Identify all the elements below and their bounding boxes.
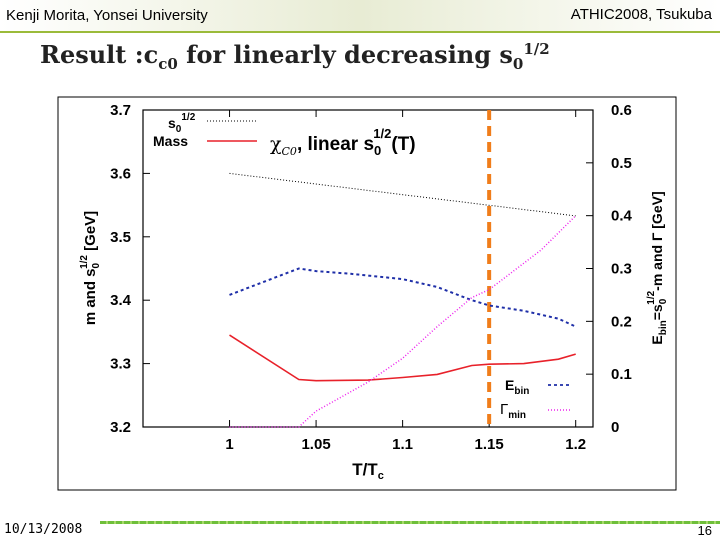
y-left-label-main: m and s: [82, 268, 99, 325]
x-tick-label: 1: [225, 436, 233, 453]
y-right-label-bin: bin: [658, 320, 669, 335]
header-rule: [0, 31, 720, 33]
y-right-tick-label: 0.1: [611, 366, 632, 383]
legend-top: s01/2 Mass: [153, 112, 257, 149]
y-left-tick-label: 3.4: [110, 292, 132, 309]
legend-bottom: Ebin Γmin: [500, 377, 572, 421]
y-left-tick-label: 3.2: [110, 419, 131, 436]
y-right-tick-label: 0.3: [611, 261, 632, 278]
y-right-label-eq: =s: [649, 304, 665, 320]
legend-s0-label: s01/2: [168, 112, 196, 135]
chart-annotation: χC0, linear s01/2(T): [270, 126, 416, 158]
title-s-sub: 0: [512, 54, 524, 73]
y-right-label-rest: -m and Γ [GeV]: [649, 191, 665, 290]
y-right-tick-label: 0.4: [611, 208, 633, 225]
y-left-tick-label: 3.6: [110, 165, 131, 182]
y-right-tick-label: 0: [611, 419, 619, 436]
header-author: Kenji Morita, Yonsei University: [6, 7, 208, 24]
y-left-label-sub: 0: [91, 262, 102, 268]
x-axis-label-main: T/T: [352, 460, 378, 479]
y-right-tick-label: 0.2: [611, 313, 632, 330]
y-right-tick-label: 0.6: [611, 102, 632, 119]
chart-frame: [57, 96, 677, 491]
x-tick-label: 1.1: [392, 436, 413, 453]
series-group: [229, 110, 577, 428]
y-left-tick-label: 3.5: [110, 229, 131, 246]
legend-ebin-label: Ebin: [505, 377, 529, 397]
footer-page-number: 16: [697, 523, 712, 538]
y-left-label-unit: [GeV]: [82, 211, 99, 255]
y-right-axis-label: Ebin=s01/2-m and Γ [GeV]: [646, 191, 669, 344]
title-c-sub: c0: [158, 54, 178, 73]
title-s: s: [499, 40, 513, 69]
y-left-tick-label: 3.3: [110, 356, 131, 373]
series-Mass-line: [229, 334, 576, 382]
y-left-tick-label: 3.7: [110, 102, 131, 119]
footer-date: 10/13/2008: [4, 522, 83, 537]
y-left-axis-label: m and s01/2 [GeV]: [79, 211, 102, 325]
y-right-label-sup: 1/2: [646, 290, 657, 304]
y-right-tick-label: 0.5: [611, 155, 632, 172]
header-bar: [0, 0, 720, 33]
x-tick-label: 1.2: [565, 436, 586, 453]
legend-mass-label: Mass: [153, 133, 188, 149]
title-rest: for linearly decreasing: [177, 40, 500, 69]
x-tick-label: 1.15: [475, 436, 504, 453]
axis-labels-group: T/Tcm and s01/2 [GeV]Ebin=s01/2-m and Γ …: [79, 191, 669, 482]
series-s012-line: [229, 172, 576, 217]
footer-rule: [100, 521, 720, 524]
y-right-label-sub: 0: [658, 298, 669, 304]
title-result: Result :c: [40, 40, 159, 69]
header-band: [0, 0, 720, 31]
ticks-group: 1 1.05 1.1 1.15 1.2 3.2 3.3 3.4 3.5 3.6 3.7 0 0.1 0.2…: [110, 102, 632, 453]
y-right-label-e: E: [649, 335, 665, 344]
x-tick-label: 1.05: [301, 436, 330, 453]
title-s-sup: 1/2: [523, 40, 550, 58]
legend-gamma-label: Γmin: [500, 401, 526, 421]
header-conference: ATHIC2008, Tsukuba: [570, 6, 712, 23]
series-Ebin-line: [229, 267, 577, 328]
x-axis-label-sub: c: [378, 470, 384, 482]
y-left-label-sup: 1/2: [79, 255, 90, 269]
x-axis-label: T/Tc: [352, 460, 384, 482]
slide-title: Result :cc0 for linearly decreasing s01/…: [40, 40, 550, 73]
series-min-line: [229, 215, 577, 428]
